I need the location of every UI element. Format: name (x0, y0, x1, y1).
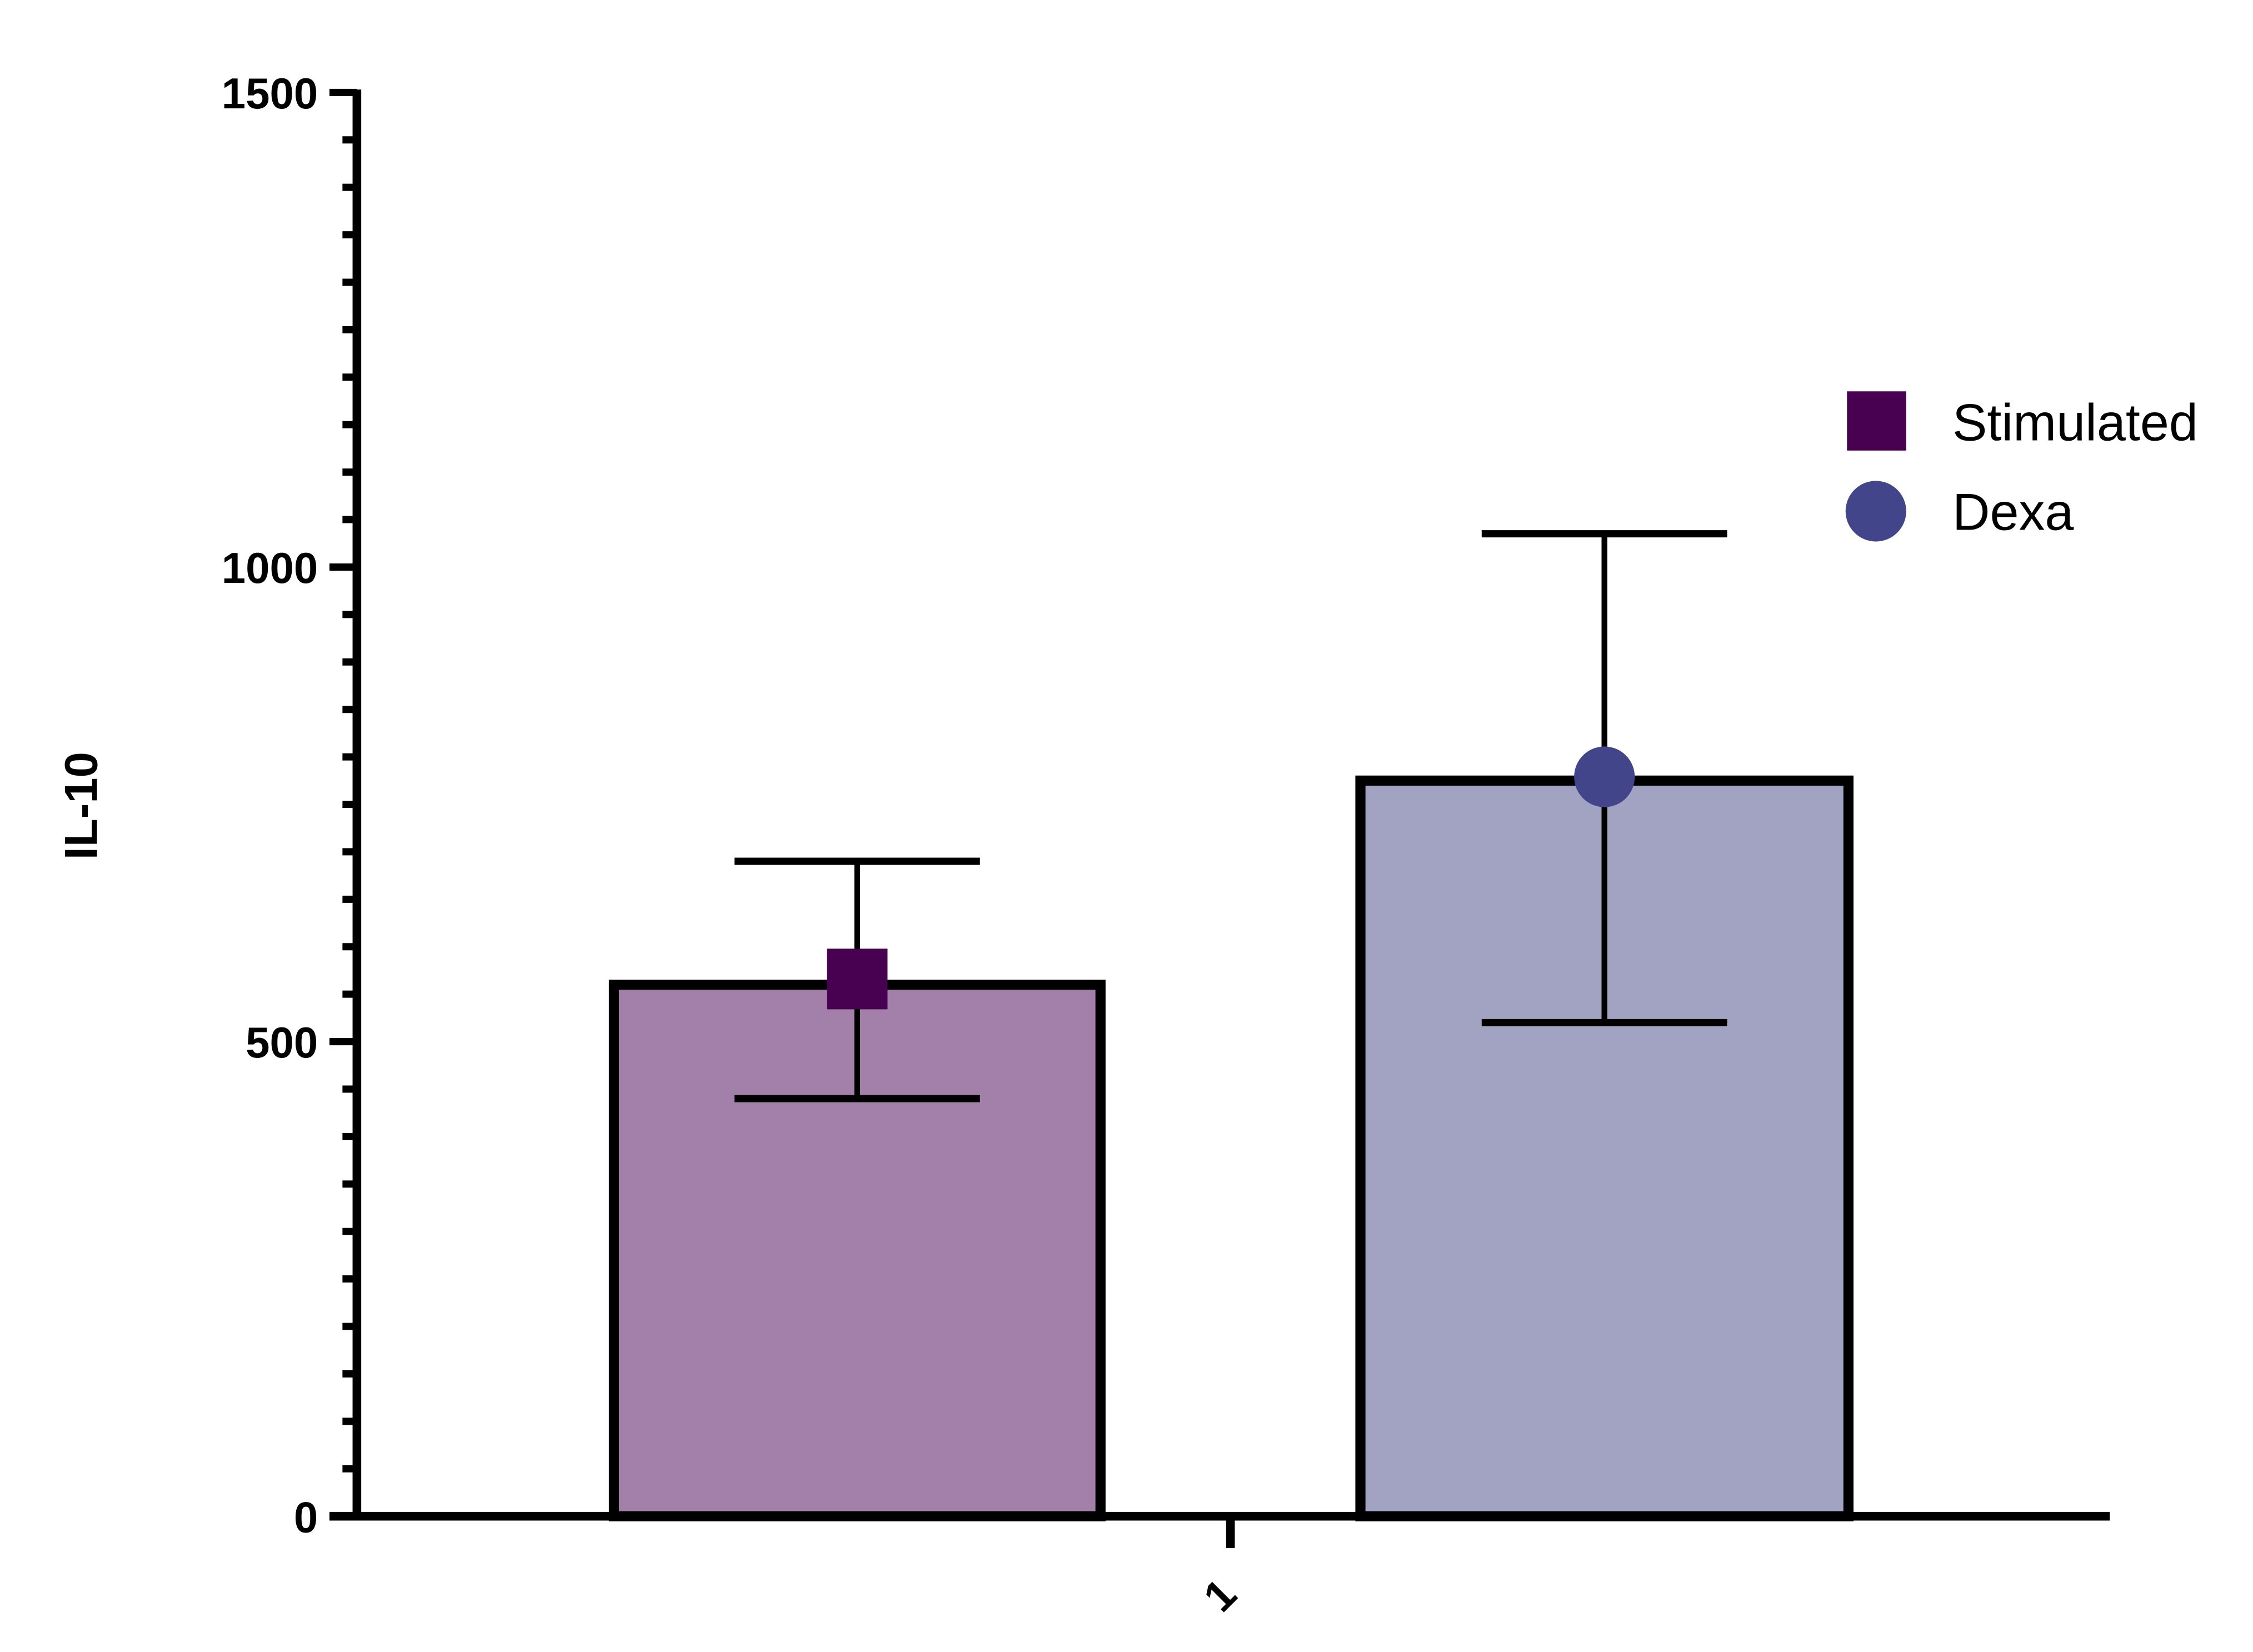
y-tick-label: 0 (294, 1493, 318, 1541)
legend-label-stimulated: Stimulated (1952, 393, 2198, 452)
legend-marker-dexa (1845, 481, 1906, 542)
x-tick-label: 1 (1194, 1569, 1246, 1621)
y-axis-ticks: 0 500 1000 1500 (222, 69, 357, 1541)
data-point-dexa (1574, 746, 1635, 807)
y-axis-label: IL-10 (56, 752, 107, 860)
y-tick-label: 1500 (222, 69, 318, 118)
y-tick-label: 1000 (222, 543, 318, 592)
legend-marker-stimulated (1847, 391, 1906, 451)
data-point-stimulated (827, 949, 888, 1010)
bars (608, 530, 1854, 1521)
legend: Stimulated Dexa (1845, 391, 2198, 542)
legend-label-dexa: Dexa (1952, 483, 2074, 541)
y-tick-label: 500 (246, 1018, 318, 1067)
